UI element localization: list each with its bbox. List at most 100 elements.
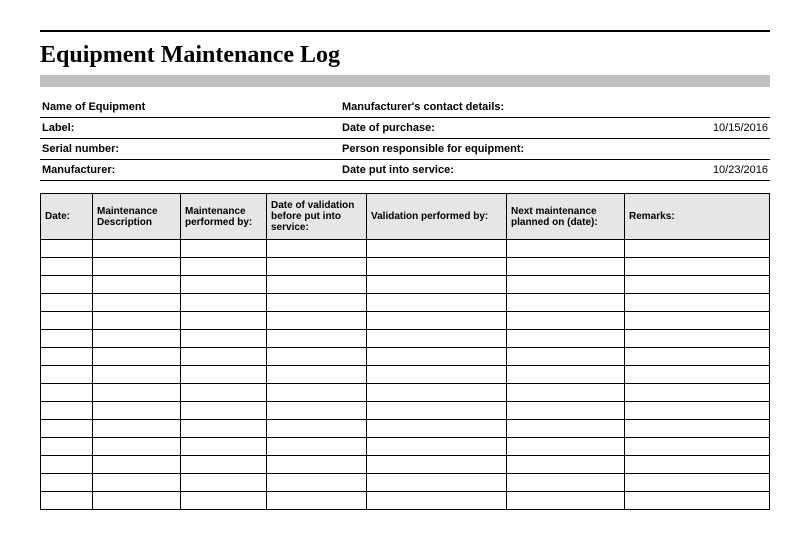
info-value (170, 118, 340, 139)
table-row (41, 402, 770, 420)
table-cell (93, 492, 181, 510)
table-cell (507, 312, 625, 330)
table-cell (367, 420, 507, 438)
table-cell (181, 312, 267, 330)
table-row (41, 258, 770, 276)
table-cell (625, 474, 770, 492)
info-value (170, 139, 340, 160)
table-cell (625, 240, 770, 258)
info-label: Manufacturer: (40, 160, 170, 181)
table-cell (181, 240, 267, 258)
col-header: Remarks: (625, 194, 770, 240)
table-cell (41, 384, 93, 402)
table-cell (93, 330, 181, 348)
table-cell (41, 456, 93, 474)
page-title: Equipment Maintenance Log (40, 42, 770, 69)
table-row (41, 384, 770, 402)
table-cell (41, 420, 93, 438)
table-cell (181, 492, 267, 510)
table-cell (507, 456, 625, 474)
table-cell (267, 420, 367, 438)
info-value: 10/15/2016 (570, 118, 770, 139)
table-cell (41, 366, 93, 384)
table-cell (93, 420, 181, 438)
info-label: Date put into service: (340, 160, 570, 181)
table-row (41, 294, 770, 312)
table-cell (367, 240, 507, 258)
table-cell (625, 366, 770, 384)
table-cell (625, 276, 770, 294)
table-cell (93, 402, 181, 420)
title-bar (40, 75, 770, 87)
table-cell (267, 312, 367, 330)
col-header: Maintenance performed by: (181, 194, 267, 240)
table-row (41, 438, 770, 456)
table-row (41, 312, 770, 330)
table-cell (625, 456, 770, 474)
table-cell (93, 438, 181, 456)
table-cell (507, 474, 625, 492)
info-value (570, 139, 770, 160)
table-cell (181, 276, 267, 294)
table-cell (367, 312, 507, 330)
table-cell (93, 474, 181, 492)
table-cell (507, 258, 625, 276)
table-cell (181, 366, 267, 384)
table-cell (507, 348, 625, 366)
table-cell (367, 402, 507, 420)
table-cell (267, 240, 367, 258)
table-row (41, 456, 770, 474)
table-cell (93, 240, 181, 258)
table-cell (181, 402, 267, 420)
info-value: 10/23/2016 (570, 160, 770, 181)
info-row: Label: Date of purchase: 10/15/2016 (40, 118, 770, 139)
info-row: Serial number: Person responsible for eq… (40, 139, 770, 160)
info-label: Serial number: (40, 139, 170, 160)
table-cell (41, 402, 93, 420)
table-cell (41, 276, 93, 294)
table-cell (625, 402, 770, 420)
table-cell (367, 438, 507, 456)
info-row: Manufacturer: Date put into service: 10/… (40, 160, 770, 181)
table-row (41, 366, 770, 384)
table-cell (181, 330, 267, 348)
table-cell (625, 312, 770, 330)
table-cell (507, 438, 625, 456)
col-header: Next maintenance planned on (date): (507, 194, 625, 240)
info-value (170, 97, 340, 118)
table-cell (181, 294, 267, 312)
table-cell (625, 294, 770, 312)
table-cell (507, 366, 625, 384)
table-cell (367, 258, 507, 276)
table-row (41, 240, 770, 258)
col-header: Validation performed by: (367, 194, 507, 240)
table-cell (367, 492, 507, 510)
table-row (41, 348, 770, 366)
info-table: Name of Equipment Manufacturer's contact… (40, 97, 770, 181)
table-cell (267, 402, 367, 420)
col-header: Date: (41, 194, 93, 240)
table-cell (93, 276, 181, 294)
table-cell (625, 438, 770, 456)
table-cell (93, 294, 181, 312)
table-cell (625, 330, 770, 348)
table-cell (267, 258, 367, 276)
table-cell (181, 438, 267, 456)
info-value (570, 97, 770, 118)
table-cell (93, 312, 181, 330)
table-cell (367, 294, 507, 312)
table-row (41, 330, 770, 348)
log-table-head: Date: Maintenance Description Maintenanc… (41, 194, 770, 240)
table-cell (367, 474, 507, 492)
table-cell (41, 474, 93, 492)
table-cell (181, 348, 267, 366)
log-table: Date: Maintenance Description Maintenanc… (40, 193, 770, 510)
table-cell (367, 276, 507, 294)
info-label: Name of Equipment (40, 97, 170, 118)
table-cell (41, 240, 93, 258)
table-cell (507, 384, 625, 402)
table-cell (507, 294, 625, 312)
info-value (170, 160, 340, 181)
table-cell (267, 438, 367, 456)
table-cell (41, 258, 93, 276)
